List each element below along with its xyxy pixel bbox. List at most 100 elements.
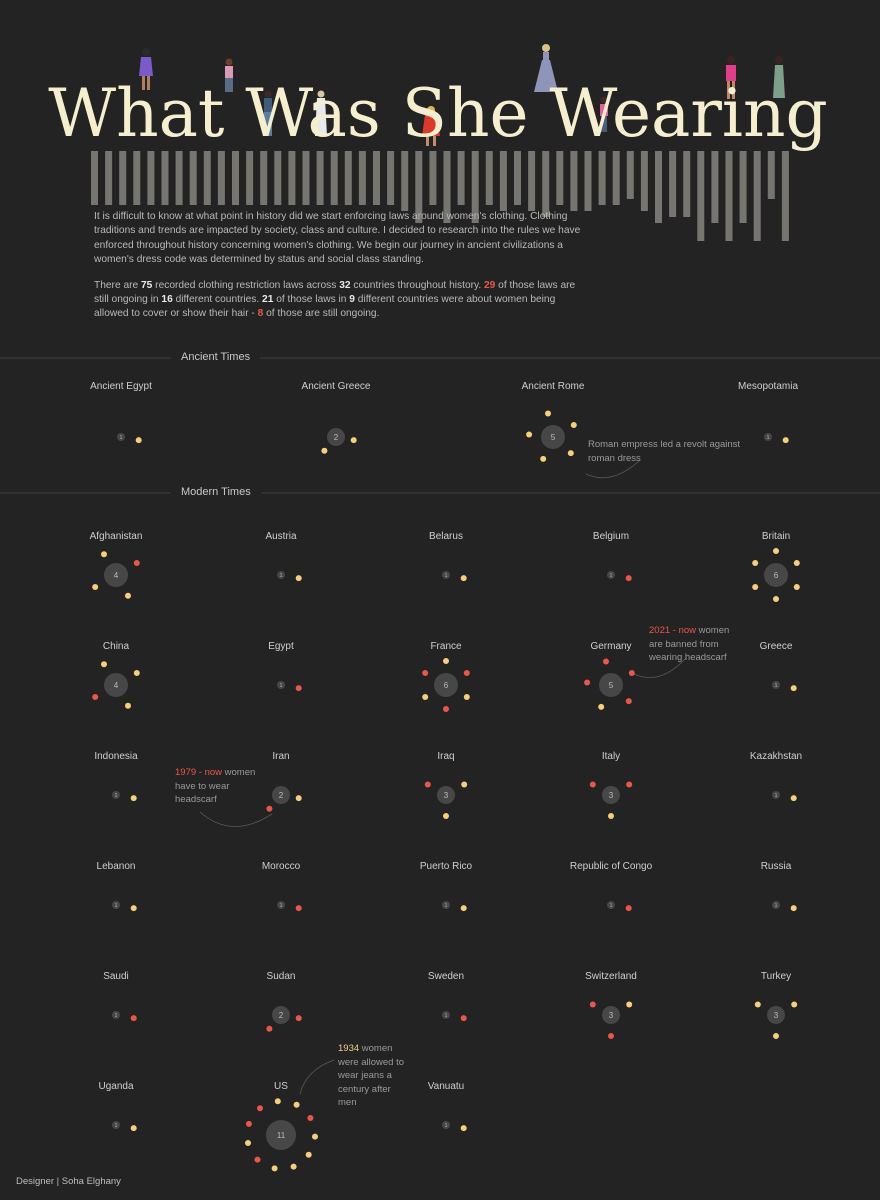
count-label: 1: [610, 903, 613, 909]
count-label: 1: [767, 435, 770, 441]
title-bar-12: [260, 151, 268, 205]
figure-woman-4: [315, 90, 327, 136]
country-group-puerto-rico: 1: [442, 901, 467, 912]
connector-us: [299, 1059, 335, 1095]
center-circle: [772, 901, 780, 909]
page-title: What Was She Wearing: [48, 75, 828, 152]
country-group-belarus: 1: [442, 571, 467, 582]
country-label-italy: Italy: [601, 751, 621, 762]
law-dot-ended: [598, 703, 605, 710]
figure-woman-1: [139, 48, 153, 90]
title-bar-4: [147, 151, 155, 205]
title-bar-23: [415, 151, 423, 223]
title-bar-5: [161, 151, 169, 205]
center-circle: [772, 791, 780, 799]
law-dot-ongoing: [133, 560, 140, 566]
law-dot-ongoing: [589, 1001, 596, 1008]
title-bar-2: [119, 151, 127, 205]
title-bar-26: [457, 151, 465, 205]
law-dot-ended: [312, 1133, 318, 1140]
title-bar-7: [189, 151, 197, 205]
count-label: 4: [114, 571, 119, 580]
center-circle: [772, 681, 780, 689]
count-label: 1: [445, 1013, 448, 1019]
count-label: 1: [445, 1123, 448, 1129]
title-bar-8: [203, 151, 211, 205]
annotation-rome: Roman empress led a revolt against roman…: [588, 439, 741, 464]
country-group-belgium: 1: [607, 571, 632, 582]
country-label-vanuatu: Vanuatu: [427, 1081, 465, 1092]
title-bar-35: [584, 151, 592, 211]
center-circle: [767, 1006, 785, 1024]
law-dot-ended: [130, 905, 137, 912]
title-bar-40: [655, 151, 662, 223]
count-label: 1: [775, 683, 778, 689]
count-label: 11: [277, 1131, 286, 1140]
country-group-sudan: 2: [266, 1006, 302, 1032]
title-bar-49: [781, 151, 789, 241]
figure-woman-6: [534, 44, 558, 92]
intro-text: It is difficult to know at what point in…: [94, 210, 586, 333]
country-group-switzerland: 3: [589, 1001, 633, 1039]
country-label-france: France: [430, 641, 462, 652]
title-bar-48: [767, 151, 775, 199]
center-circle: [112, 1011, 120, 1019]
law-dot-ongoing: [257, 1105, 263, 1112]
law-dot-ended: [290, 1163, 297, 1170]
title-bar-32: [542, 151, 550, 217]
title-bar-36: [598, 151, 606, 205]
country-group-saudi: 1: [112, 1011, 137, 1022]
title-bar-9: [217, 151, 225, 205]
law-dot-ended: [321, 447, 328, 454]
law-dot-ongoing: [254, 1156, 261, 1163]
title-bar-42: [683, 151, 691, 217]
center-circle: [117, 433, 125, 441]
figure-woman-9: [773, 56, 785, 98]
title-bar-11: [246, 151, 254, 205]
ancient-group-ancient-greece: 2: [321, 428, 357, 454]
title-bar-20: [373, 151, 380, 205]
law-dot-ended: [130, 1125, 137, 1132]
country-label-indonesia: Indonesia: [94, 751, 138, 762]
country-label-kazakhstan: Kazakhstan: [749, 751, 803, 762]
country-label-iran: Iran: [272, 751, 290, 762]
intro-paragraph-2: There are 75 recorded clothing restricti…: [94, 279, 576, 320]
title-bar-15: [302, 151, 310, 205]
center-circle: [442, 1011, 450, 1019]
title-bar-45: [725, 151, 733, 241]
count-label: 5: [551, 433, 556, 442]
law-dot-ended: [570, 422, 577, 428]
stat-ongoing-countries: 16: [161, 294, 173, 306]
country-group-turkey: 3: [754, 1001, 798, 1039]
law-dot-ended: [540, 455, 547, 462]
country-group-austria: 1: [277, 571, 302, 582]
annotation-iran: 1979 - now women have to wear headscarf: [175, 767, 256, 805]
intro-paragraph-1: It is difficult to know at what point in…: [94, 211, 581, 266]
figure-woman-2: [225, 58, 233, 92]
count-label: 1: [280, 573, 283, 579]
center-circle: [104, 563, 128, 587]
count-label: 1: [445, 573, 448, 579]
law-dot-ended: [101, 551, 107, 558]
country-label-us: US: [274, 1081, 288, 1092]
law-dot-ended: [790, 685, 797, 692]
center-circle: [442, 901, 450, 909]
title-bar-37: [612, 151, 620, 205]
country-group-lebanon: 1: [112, 901, 137, 912]
law-dot-ended: [293, 1101, 300, 1108]
country-group-morocco: 1: [277, 901, 302, 912]
law-dot-ongoing: [589, 781, 596, 788]
law-dot-ongoing: [584, 679, 591, 686]
center-circle: [272, 786, 290, 804]
title-bar-47: [753, 151, 761, 241]
center-circle: [599, 673, 623, 697]
ancient-group-mesopotamia: 1: [764, 433, 789, 444]
country-group-iraq: 3: [424, 781, 468, 819]
country-label-mesopotamia: Mesopotamia: [737, 381, 799, 392]
title-bar-29: [499, 151, 507, 211]
country-group-republic-of-congo: 1: [607, 901, 632, 912]
country-group-us: 11: [245, 1098, 318, 1172]
count-label: 1: [775, 793, 778, 799]
law-dot-ended: [526, 431, 533, 438]
stat-hair-countries: 9: [349, 294, 355, 306]
